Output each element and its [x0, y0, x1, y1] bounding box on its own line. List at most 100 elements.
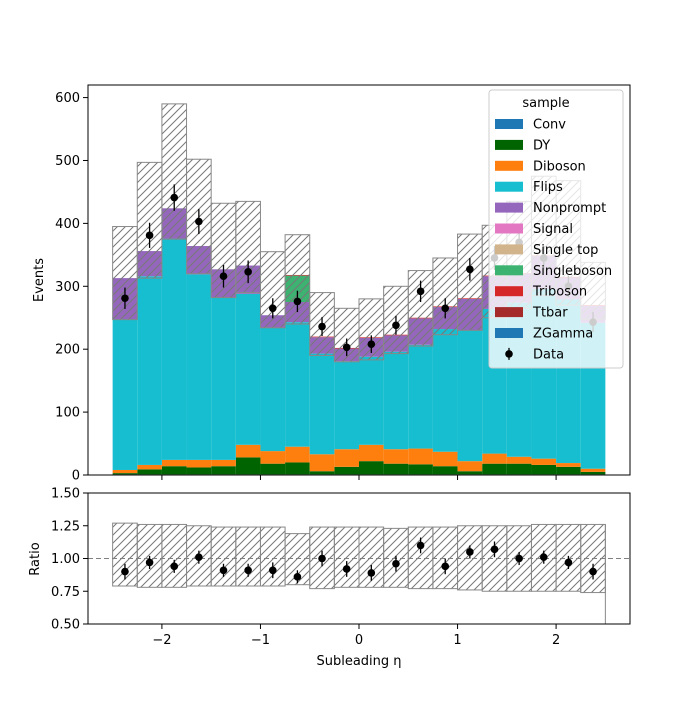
ratio-point — [318, 550, 326, 567]
stack-bar — [432, 451, 458, 467]
stack-bar — [260, 327, 286, 452]
data-point — [121, 287, 129, 309]
x-tick-label: −2 — [152, 633, 171, 648]
x-tick-label: −1 — [251, 633, 270, 648]
stack-bar — [334, 466, 359, 475]
stack-bar — [211, 297, 236, 460]
stack-bar — [556, 466, 581, 475]
stack-bar — [112, 469, 138, 474]
stack-bar — [383, 463, 409, 475]
data-point — [195, 208, 203, 235]
legend-entry: Signal — [495, 222, 573, 237]
x-tick-label: 1 — [453, 633, 461, 648]
ratio-uncertainty-bin — [161, 523, 188, 588]
legend-swatch — [495, 202, 523, 213]
stack-bar — [432, 466, 458, 475]
x-tick-label: 0 — [355, 633, 363, 648]
legend-swatch — [495, 139, 523, 150]
ratio-uncertainty-bin — [407, 526, 434, 590]
legend-swatch — [495, 181, 523, 192]
legend-swatch — [495, 160, 523, 171]
stack-bar — [309, 454, 335, 472]
stack-bar — [482, 463, 507, 475]
uncertainty-bin — [432, 257, 459, 336]
data-point — [145, 222, 154, 248]
main-y-ticks: 0 100 200 300 400 500 600 — [55, 91, 88, 484]
ratio-y-tick-label: 0.50 — [51, 618, 80, 633]
legend-label: Singleboson — [533, 264, 612, 279]
ratio-panel: 0.50 0.75 1.00 1.25 1.50 −2 −1 0 1 2 Ratio Suble… — [28, 487, 631, 669]
legend-label: Nonprompt — [533, 201, 606, 216]
ratio-point — [268, 562, 277, 579]
stack-bar — [359, 356, 384, 445]
ratio-point — [490, 541, 499, 558]
uncertainty-bin — [457, 233, 483, 331]
stack-bar — [186, 459, 212, 468]
legend-swatch — [495, 328, 523, 338]
data-point — [219, 264, 228, 288]
stack-bar — [186, 467, 212, 475]
legend-entry: Nonprompt — [495, 201, 606, 216]
y-tick-label: 400 — [55, 217, 80, 232]
data-point — [367, 335, 376, 353]
stack-bar — [383, 351, 409, 450]
ratio-y-tick-label: 1.00 — [51, 552, 80, 567]
stack-bar — [457, 461, 483, 472]
data-point — [416, 280, 425, 303]
stack-bar — [556, 463, 581, 467]
ratio-point — [589, 563, 597, 580]
stack-bar — [309, 353, 335, 455]
stack-bar — [334, 361, 359, 450]
legend: sample Conv DY Diboson Flips Nonprompt Signal S… — [488, 89, 624, 369]
stack-bar — [531, 458, 557, 465]
ratio-y-tick-label: 1.50 — [51, 487, 80, 502]
legend-entry: ZGamma — [495, 327, 593, 342]
ratio-point — [244, 563, 252, 577]
legend-entry: Single top — [495, 243, 598, 258]
ratio-point — [564, 555, 573, 569]
x-axis-label: Subleading η — [316, 654, 401, 669]
y-tick-label: 0 — [72, 469, 80, 484]
x-tick-label: 2 — [552, 633, 560, 648]
legend-swatch — [495, 223, 523, 234]
legend-swatch — [495, 119, 523, 129]
legend-label: Signal — [533, 222, 573, 237]
ratio-y-tick-label: 1.25 — [51, 519, 80, 534]
stack-bar — [285, 462, 310, 475]
legend-label: Ttbar — [532, 306, 568, 321]
legend-entry: Flips — [495, 180, 563, 195]
stack-bar — [161, 238, 187, 460]
ratio-point — [441, 558, 450, 575]
ratio-point — [195, 550, 203, 564]
ratio-uncertainty-bin — [432, 526, 459, 590]
main-x-ticks — [161, 475, 557, 480]
stack-bar — [309, 471, 335, 475]
legend-label: DY — [533, 138, 550, 153]
ratio-point — [466, 545, 474, 559]
data-point — [170, 184, 179, 211]
stack-bar — [408, 464, 433, 475]
ratio-point — [416, 537, 425, 554]
ratio-x-ticks: −2 −1 0 1 2 — [152, 624, 560, 648]
stack-bar — [260, 463, 286, 475]
legend-entry: Singleboson — [495, 264, 612, 279]
legend-label: Single top — [533, 243, 598, 258]
data-point — [392, 315, 400, 335]
ratio-point — [170, 559, 179, 573]
legend-box — [488, 89, 624, 369]
legend-marker — [505, 350, 513, 358]
data-point — [441, 298, 450, 319]
ratio-point — [515, 551, 523, 566]
uncertainty-bin — [284, 234, 311, 325]
legend-title: sample — [522, 96, 569, 111]
ratio-uncertainty-bin — [235, 526, 261, 587]
ratio-y-axis-label: Ratio — [28, 542, 43, 575]
legend-label: Flips — [533, 180, 563, 195]
stack-bar — [506, 456, 532, 464]
ratio-point — [342, 561, 351, 577]
stack-bar — [186, 274, 212, 460]
legend-entry: Conv — [495, 118, 566, 133]
stack-bar — [285, 322, 310, 447]
stack-bar — [211, 459, 236, 467]
